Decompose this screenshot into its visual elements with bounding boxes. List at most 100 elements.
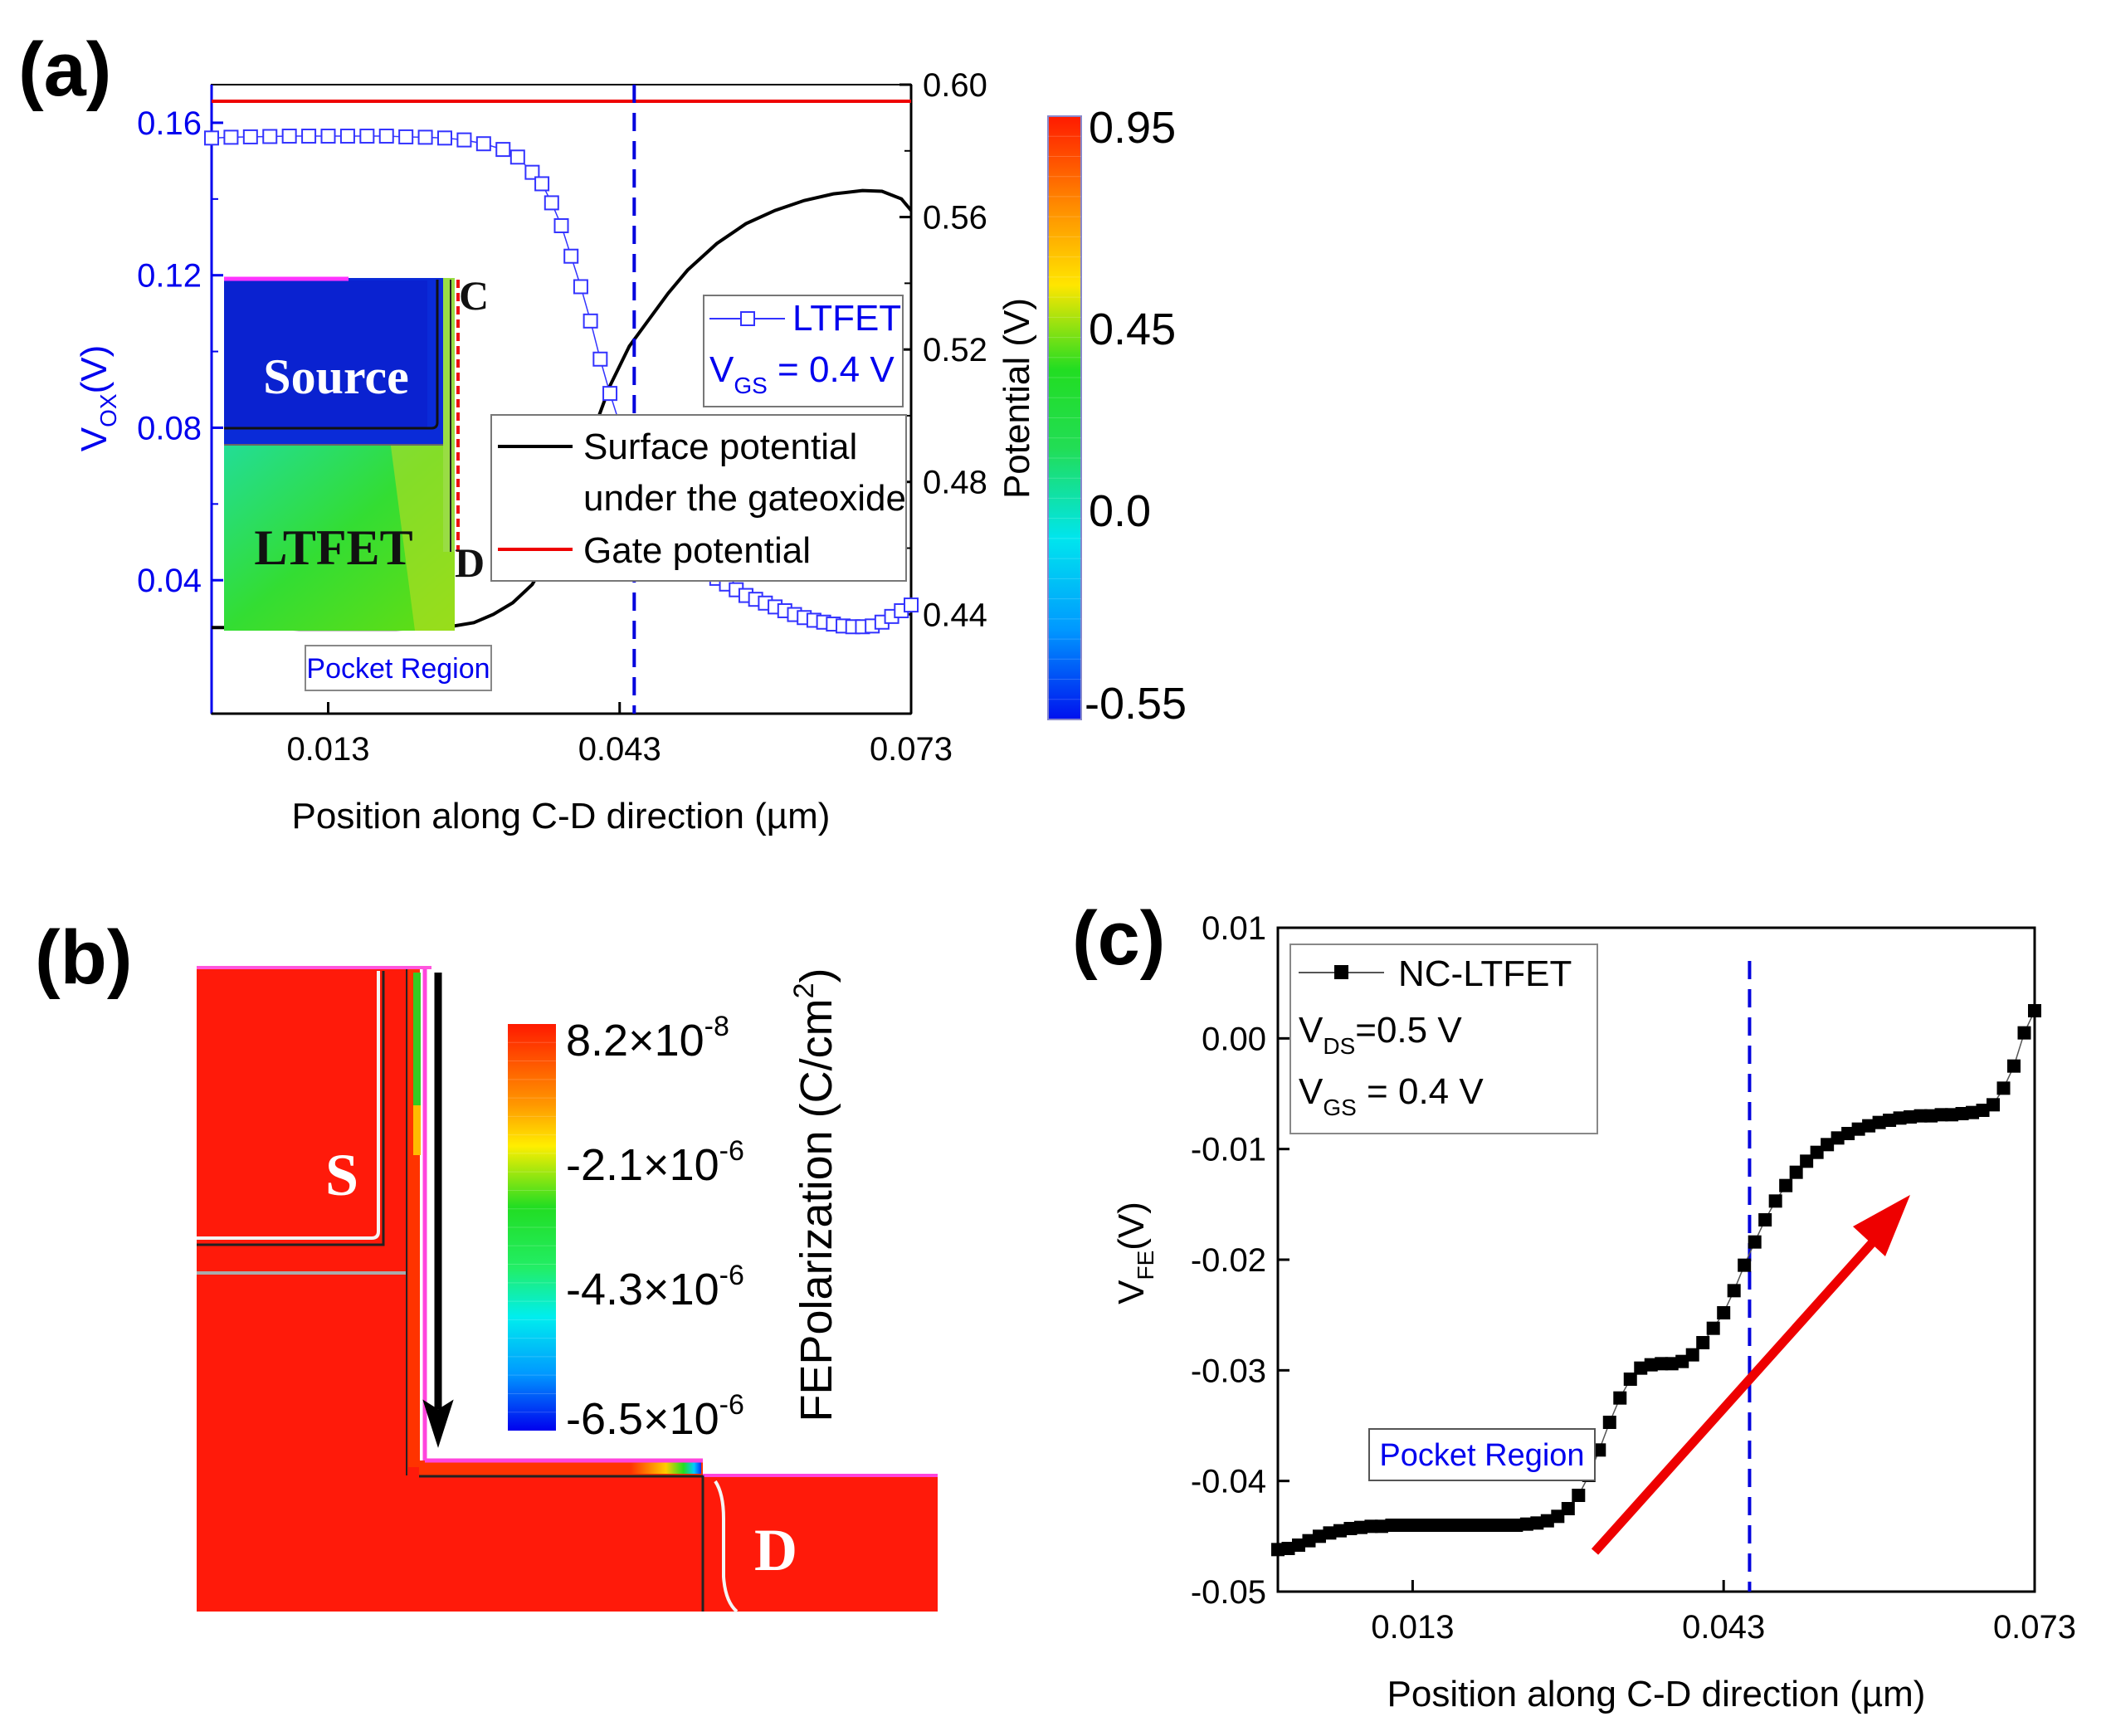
plot-c-x-ticks: 0.013 0.043 0.073 [1371, 1580, 2076, 1646]
nc-ltfet-vfe-marker [1634, 1361, 1648, 1375]
colorbar-b-tick-0-exp: -8 [704, 1011, 729, 1042]
nc-ltfet-vfe-marker [1768, 1194, 1782, 1208]
inset-device-map: Source LTFET C D [224, 272, 489, 631]
plot-a-right-tick-label: 0.56 [923, 200, 987, 237]
nc-ltfet-vfe-series [1271, 1004, 2041, 1557]
nc-ltfet-vfe-marker [1924, 1109, 1938, 1123]
nc-ltfet-vfe-marker [1717, 1306, 1731, 1319]
nc-ltfet-vfe-marker [1665, 1357, 1679, 1371]
colorbar-a-bar [1047, 115, 1082, 720]
ltfet-vox-marker [359, 129, 375, 144]
inset-d-label: D [455, 539, 485, 586]
colorbar-b-tick-2-exp: -6 [719, 1260, 744, 1291]
ltfet-vox-marker [475, 136, 491, 152]
nc-ltfet-vfe-marker [1613, 1391, 1627, 1405]
legend-c-vds-v: V [1299, 1010, 1324, 1051]
ltfet-vox-marker [592, 351, 608, 367]
legend-a-ltfet-marker [740, 311, 755, 326]
nc-ltfet-vfe-marker [1509, 1519, 1523, 1532]
colorbar-b-tick-1-mant: -2.1×10 [566, 1140, 719, 1190]
legend-a-bottom: Surface potential under the gateoxide Ga… [490, 414, 907, 582]
nc-ltfet-vfe-marker [1748, 1235, 1762, 1249]
plot-c-y-tick-label: -0.04 [1191, 1464, 1266, 1500]
panel-a-chart: 0.04 0.08 0.12 0.16 0.44 0.48 0.52 0.56 0.60 0.… [74, 67, 1037, 836]
nc-ltfet-vfe-marker [1966, 1105, 1980, 1119]
legend-a-surface-label-2: under the gateoxide [583, 478, 906, 519]
panel-a-label: (a) [18, 27, 111, 112]
nc-ltfet-vfe-marker [1385, 1519, 1399, 1532]
nc-ltfet-vfe-marker [1447, 1519, 1461, 1532]
inset-ltfet-label: LTFET [254, 520, 412, 575]
nc-ltfet-vfe-marker [1436, 1519, 1450, 1532]
legend-c-name: NC-LTFET [1398, 953, 1572, 994]
nc-ltfet-vfe-marker [1406, 1519, 1420, 1532]
nc-ltfet-vfe-marker [1572, 1489, 1586, 1502]
nc-ltfet-vfe-marker [1561, 1502, 1575, 1515]
legend-a-vgs-v: V [709, 349, 734, 390]
nc-ltfet-vfe-marker [1271, 1543, 1285, 1557]
nc-ltfet-vfe-marker [1302, 1534, 1316, 1548]
device-b-drain-boundary [714, 1480, 739, 1613]
nc-ltfet-vfe-marker [1323, 1526, 1337, 1540]
plot-c-y-tick-label: -0.05 [1191, 1574, 1266, 1611]
device-b-body [197, 967, 938, 1612]
plot-a-x-tick-label: 0.013 [286, 731, 369, 768]
ltfet-vox-marker [456, 132, 472, 148]
pocket-region-box-c [1368, 1428, 1596, 1481]
plot-c-trend-arrowhead [1853, 1195, 1910, 1256]
nc-ltfet-vfe-marker [1696, 1336, 1710, 1349]
device-b-channel-yellow [413, 1105, 421, 1155]
panel-b-device: S D [197, 966, 938, 1613]
ltfet-vox-marker [602, 386, 618, 402]
nc-ltfet-vfe-marker [2017, 1026, 2031, 1040]
plot-a-y-left-label-v: V [74, 427, 115, 451]
legend-c-marker [1334, 965, 1348, 979]
legend-a-ltfet-label: LTFET [792, 298, 901, 339]
legend-c-vds-sub: DS [1323, 1033, 1355, 1059]
nc-ltfet-vfe-marker [1831, 1131, 1845, 1145]
legend-c-vds-tail: =0.5 V [1355, 1010, 1462, 1051]
inset-field-gradient [390, 440, 455, 631]
nc-ltfet-vfe-marker [1976, 1104, 1990, 1117]
ltfet-vox-marker [417, 129, 433, 145]
device-b-d-label: D [754, 1517, 797, 1583]
inset-c-label: C [459, 272, 489, 319]
nc-ltfet-vfe-marker [1374, 1519, 1388, 1534]
colorbar-a-tick-3: -0.55 [1085, 679, 1187, 729]
colorbar-a-tick-1: 0.45 [1089, 305, 1176, 354]
plot-c-y-label-sub: FE [1133, 1251, 1158, 1280]
plot-a-right-tick-label: 0.52 [923, 332, 987, 368]
colorbar-b-label-main: FEPolarization (C/cm [792, 998, 841, 1421]
nc-ltfet-vfe-marker [1426, 1519, 1441, 1532]
nc-ltfet-vfe-marker [1602, 1416, 1616, 1429]
plot-a-x-label: Position along C-D direction (µm) [292, 796, 831, 836]
ltfet-vox-marker [573, 279, 588, 295]
legend-c: NC-LTFET VDS=0.5 V VGS = 0.4 V [1289, 944, 1598, 1134]
nc-ltfet-vfe-marker [1489, 1519, 1503, 1532]
ltfet-vox-marker [301, 129, 317, 144]
ltfet-vox-marker [281, 129, 297, 144]
colorbar-b-tick-3-mant: -6.5×10 [566, 1394, 719, 1444]
nc-ltfet-vfe-marker [1893, 1111, 1907, 1125]
plot-a-right-tick-label: 0.60 [923, 67, 987, 104]
plot-c-y-tick-label: -0.02 [1191, 1242, 1266, 1279]
nc-ltfet-vfe-marker [1623, 1373, 1637, 1386]
plot-a-y-left-label: VOX(V) [74, 345, 121, 451]
nc-ltfet-vfe-marker [1312, 1529, 1326, 1543]
plot-a-y-right-label: Potential (V) [997, 298, 1037, 499]
legend-c-vds: VDS=0.5 V [1299, 1010, 1462, 1059]
plot-c-x-tick-label: 0.013 [1371, 1609, 1454, 1646]
ltfet-vox-marker [509, 149, 525, 165]
ltfet-vox-marker [223, 129, 239, 145]
colorbar-b-bar [508, 1024, 556, 1431]
legend-a-surface-label-1: Surface potential [583, 427, 857, 467]
legend-a-top-box [703, 295, 904, 407]
ltfet-vox-marker [378, 129, 394, 144]
legend-a-vgs: VGS = 0.4 V [709, 349, 895, 398]
ltfet-vox-marker [563, 248, 579, 264]
nc-ltfet-vfe-marker [1457, 1519, 1471, 1532]
nc-ltfet-vfe-marker [1987, 1098, 2001, 1112]
colorbar-b-bands [508, 1041, 556, 1413]
colorbar-b-tick-0-mant: 8.2×10 [566, 1016, 704, 1065]
nc-ltfet-vfe-marker [1851, 1122, 1865, 1136]
